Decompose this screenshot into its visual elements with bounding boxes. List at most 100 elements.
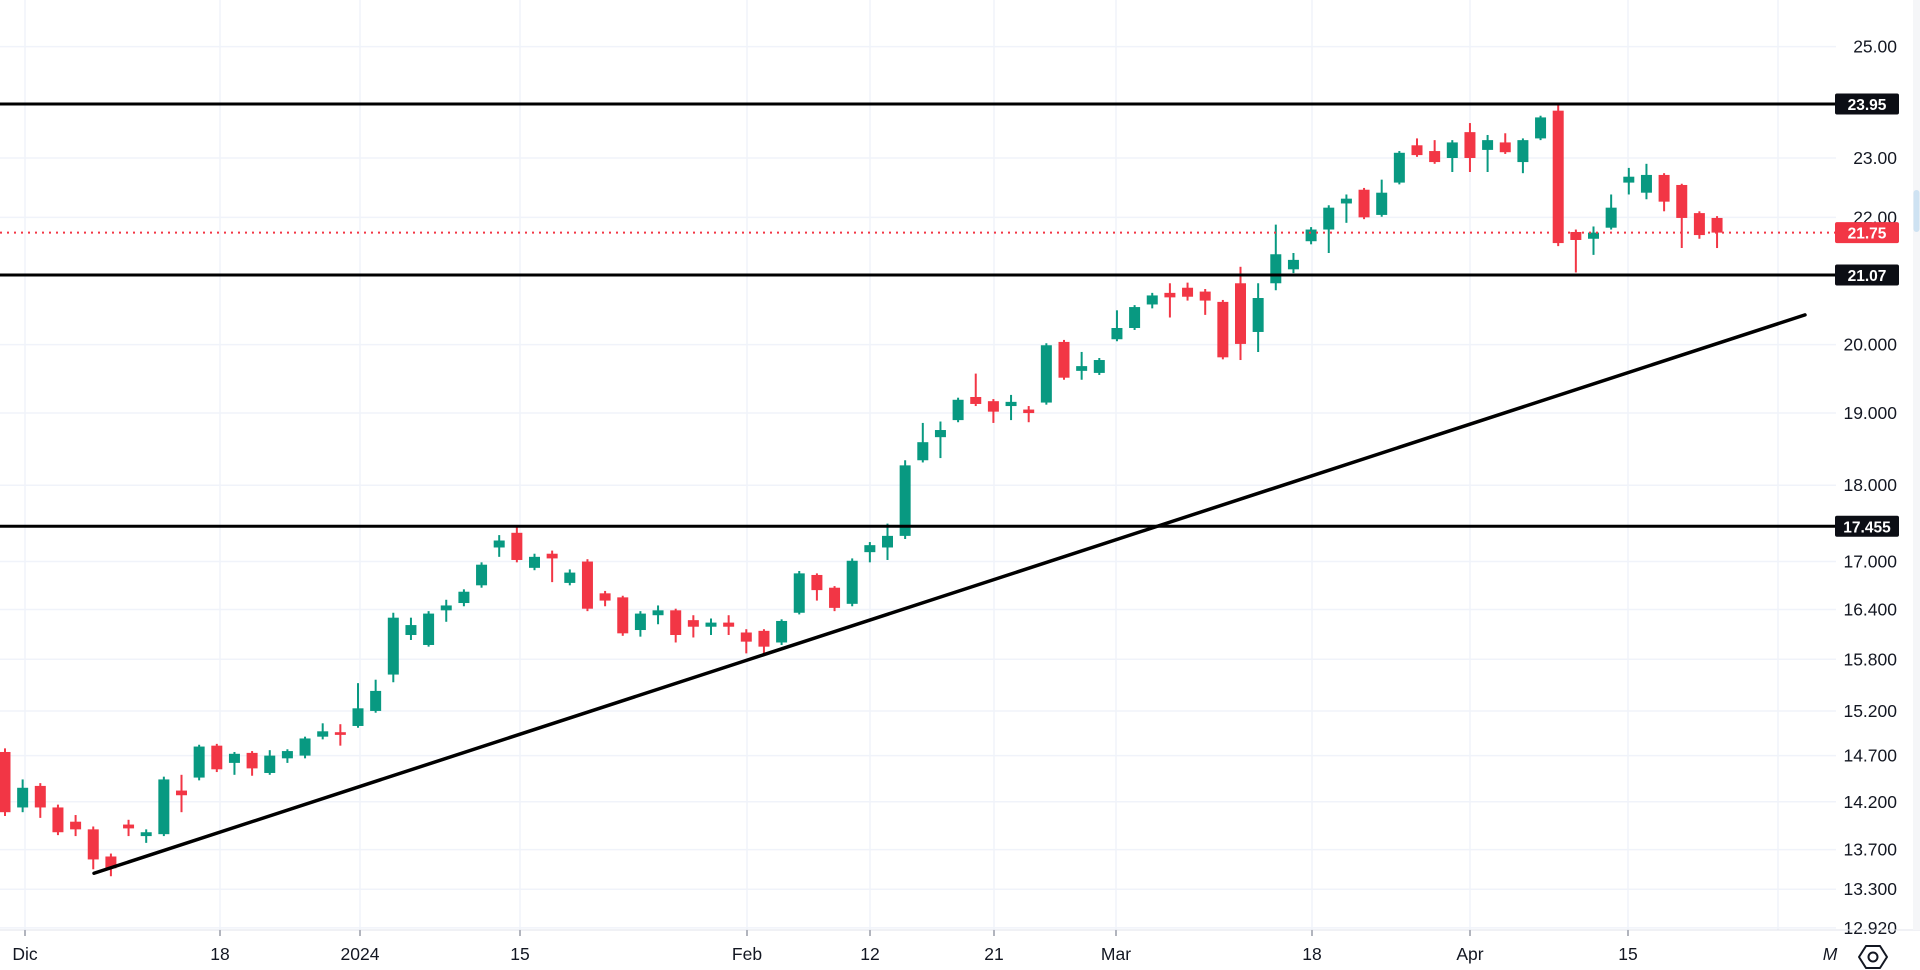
candle — [458, 589, 470, 607]
candle-body — [176, 790, 187, 796]
time-axis-label: Feb — [732, 944, 762, 964]
candle-body — [1552, 110, 1564, 244]
candle — [670, 608, 682, 643]
candle — [1429, 140, 1441, 164]
candle — [440, 599, 452, 622]
candle-body — [70, 821, 82, 830]
price-axis-label: 16.400 — [1843, 600, 1897, 620]
candle-body — [723, 622, 735, 627]
price-level-badge[interactable]: 17.455 — [1835, 515, 1899, 537]
candle — [317, 723, 329, 740]
candle — [1076, 351, 1088, 380]
candle-body — [1058, 341, 1070, 378]
candle — [970, 373, 982, 407]
candle — [793, 571, 805, 615]
candle-body — [546, 553, 558, 559]
candle-body — [0, 751, 11, 813]
candle — [34, 783, 46, 818]
candle-body — [1287, 259, 1299, 270]
candle — [634, 611, 646, 637]
candle-body — [899, 465, 911, 536]
candle-body — [264, 755, 276, 773]
candle — [1182, 282, 1194, 301]
time-axis-label: 12 — [860, 944, 879, 964]
time-axis-label: Mar — [1101, 944, 1131, 964]
candle — [652, 605, 664, 625]
time-axis-label: Dic — [12, 944, 38, 964]
candle-body — [1693, 213, 1705, 236]
candle — [1393, 151, 1405, 185]
candles[interactable] — [0, 103, 1723, 877]
vertical-gridlines — [24, 0, 1779, 930]
candle-body — [493, 540, 505, 548]
candle-body — [634, 613, 646, 631]
price-level-badge[interactable]: 23.95 — [1835, 93, 1899, 115]
candle — [246, 751, 258, 776]
candle-body — [1199, 291, 1211, 301]
candle-body — [1340, 198, 1352, 204]
price-level-badges[interactable]: 23.95 21.07 17.455 21.75 — [1835, 93, 1899, 537]
candle — [1199, 289, 1211, 315]
price-axis-label: 19.000 — [1843, 403, 1897, 423]
candle — [1693, 211, 1705, 239]
candle-body — [1111, 327, 1123, 340]
candle — [1235, 266, 1246, 361]
candle — [776, 619, 788, 645]
candle-body — [829, 587, 841, 608]
candle-body — [793, 573, 805, 613]
horizontal-level-lines[interactable] — [0, 102, 1838, 528]
candle — [934, 421, 946, 459]
candle — [1658, 173, 1670, 212]
candle-body — [1270, 254, 1282, 284]
candle — [1340, 194, 1352, 223]
candle — [1376, 179, 1388, 217]
candle — [529, 553, 540, 571]
candle-body — [1146, 295, 1158, 305]
candle — [811, 573, 823, 601]
candle-body — [1217, 301, 1229, 358]
candle-body — [458, 591, 470, 604]
candle-body — [1040, 345, 1052, 403]
candle-body — [1235, 283, 1246, 344]
right-scrollbar[interactable] — [1913, 0, 1920, 930]
price-level-badge-bg — [1835, 515, 1899, 537]
candle-body — [1305, 229, 1317, 242]
candle — [1623, 167, 1635, 195]
price-level-badge-bg — [1835, 264, 1899, 286]
candle — [1270, 224, 1282, 291]
candle — [511, 527, 523, 563]
candle — [1058, 339, 1070, 380]
scrollbar-thumb[interactable] — [1913, 190, 1920, 232]
time-axis[interactable]: Dic 18 2024 15 Feb 12 21 Mar 18 Apr 15 M — [0, 929, 1920, 964]
candle-body — [34, 785, 46, 808]
time-axis-label: Apr — [1456, 944, 1483, 964]
candle-body — [934, 430, 946, 438]
candle — [758, 629, 770, 654]
candle-body — [511, 532, 523, 560]
price-level-badge[interactable]: 21.07 — [1835, 264, 1899, 286]
candle-body — [1464, 132, 1476, 158]
candle-body — [352, 708, 364, 726]
candle-body — [1482, 140, 1494, 150]
candle-body — [440, 605, 452, 611]
candle-body — [1658, 174, 1670, 202]
trendline[interactable] — [92, 313, 1807, 876]
candle — [1605, 194, 1617, 230]
candle — [1164, 283, 1176, 318]
candle-body — [564, 572, 576, 583]
price-axis[interactable]: 25.0023.0022.0020.00019.00018.00017.0001… — [1843, 37, 1897, 938]
candle-body — [1640, 174, 1652, 193]
candle-body — [1535, 117, 1547, 139]
candle — [423, 611, 435, 647]
trendline-segment[interactable] — [92, 313, 1807, 876]
candle-body — [17, 787, 29, 808]
candle — [1111, 310, 1123, 342]
candle-body — [1623, 176, 1635, 183]
candle — [740, 629, 752, 654]
price-level-badge[interactable]: 21.75 — [1835, 222, 1899, 244]
candle-body — [299, 738, 311, 756]
candle-body — [1358, 189, 1370, 218]
hexagonal-eye-icon[interactable] — [1858, 945, 1888, 969]
candle-body — [1005, 401, 1017, 407]
